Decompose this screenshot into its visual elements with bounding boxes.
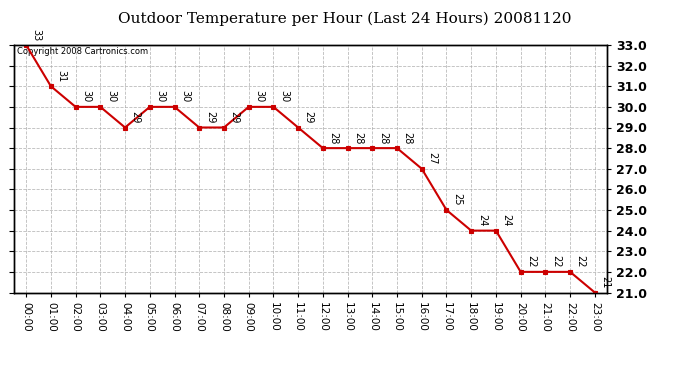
Text: 29: 29	[205, 111, 215, 123]
Text: 28: 28	[402, 132, 413, 144]
Text: 30: 30	[180, 90, 190, 103]
Text: 30: 30	[106, 90, 116, 103]
Text: 31: 31	[57, 70, 66, 82]
Text: 28: 28	[353, 132, 363, 144]
Text: 28: 28	[328, 132, 338, 144]
Text: 22: 22	[526, 255, 536, 268]
Text: 24: 24	[502, 214, 511, 226]
Text: 30: 30	[81, 90, 91, 103]
Text: 24: 24	[477, 214, 486, 226]
Text: 29: 29	[230, 111, 239, 123]
Text: 25: 25	[452, 194, 462, 206]
Text: 29: 29	[304, 111, 314, 123]
Text: 30: 30	[155, 90, 166, 103]
Text: 22: 22	[575, 255, 586, 268]
Text: 22: 22	[551, 255, 561, 268]
Text: 29: 29	[130, 111, 141, 123]
Text: 33: 33	[32, 28, 41, 41]
Text: 27: 27	[427, 152, 437, 165]
Text: 21: 21	[600, 276, 611, 288]
Text: Outdoor Temperature per Hour (Last 24 Hours) 20081120: Outdoor Temperature per Hour (Last 24 Ho…	[118, 11, 572, 26]
Text: 30: 30	[279, 90, 289, 103]
Text: 28: 28	[378, 132, 388, 144]
Text: Copyright 2008 Cartronics.com: Copyright 2008 Cartronics.com	[17, 48, 148, 57]
Text: 30: 30	[254, 90, 264, 103]
